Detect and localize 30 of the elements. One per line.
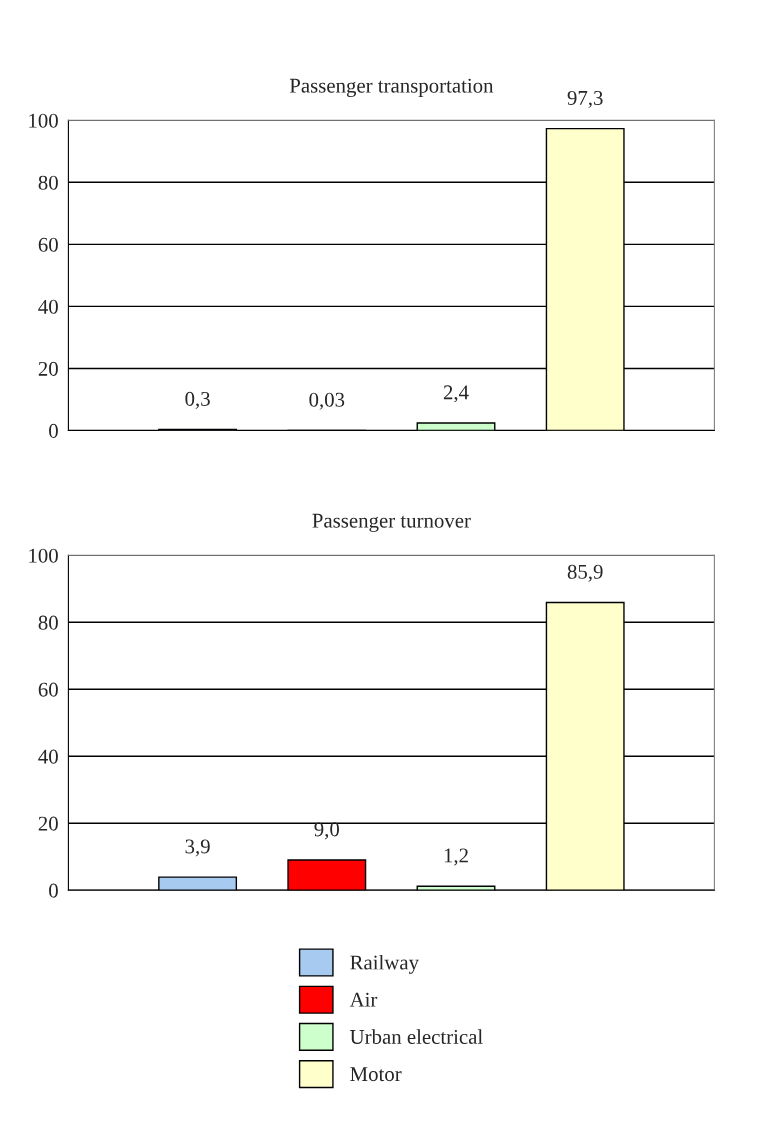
y-tick-label: 40 [38, 749, 58, 764]
data-label: 9,0 [314, 822, 340, 840]
legend-label: Motor [350, 1067, 402, 1082]
legend-label: Urban electrical [350, 1029, 483, 1044]
chart-title: Passenger turnover [312, 513, 471, 532]
y-tick-label: 80 [38, 615, 58, 630]
chart-title: Passenger transportation [289, 78, 494, 97]
y-tick-label: 60 [38, 237, 58, 252]
data-label: 2,4 [443, 385, 469, 403]
legend-label: Railway [350, 954, 419, 974]
y-tick-label: 40 [38, 299, 58, 314]
data-label: 85,9 [567, 564, 603, 582]
bar [287, 859, 367, 891]
y-tick-label: 80 [38, 175, 58, 190]
y-tick-label: 20 [38, 361, 58, 376]
legend-label: Air [349, 992, 378, 1007]
y-tick-label: 60 [38, 682, 58, 697]
bar [158, 876, 238, 891]
y-tick-label: 0 [49, 423, 58, 438]
data-label: 3,9 [185, 839, 210, 857]
y-tick-label: 0 [49, 883, 58, 898]
bar [416, 885, 496, 891]
y-tick-label: 100 [29, 548, 58, 563]
y-tick-label: 20 [38, 816, 58, 831]
data-label: 0,03 [309, 392, 345, 410]
data-label: 1,2 [444, 848, 468, 866]
data-label: 97,3 [567, 90, 603, 108]
data-label: 0,3 [185, 391, 210, 409]
bar [416, 422, 496, 431]
y-tick-label: 100 [29, 113, 58, 128]
